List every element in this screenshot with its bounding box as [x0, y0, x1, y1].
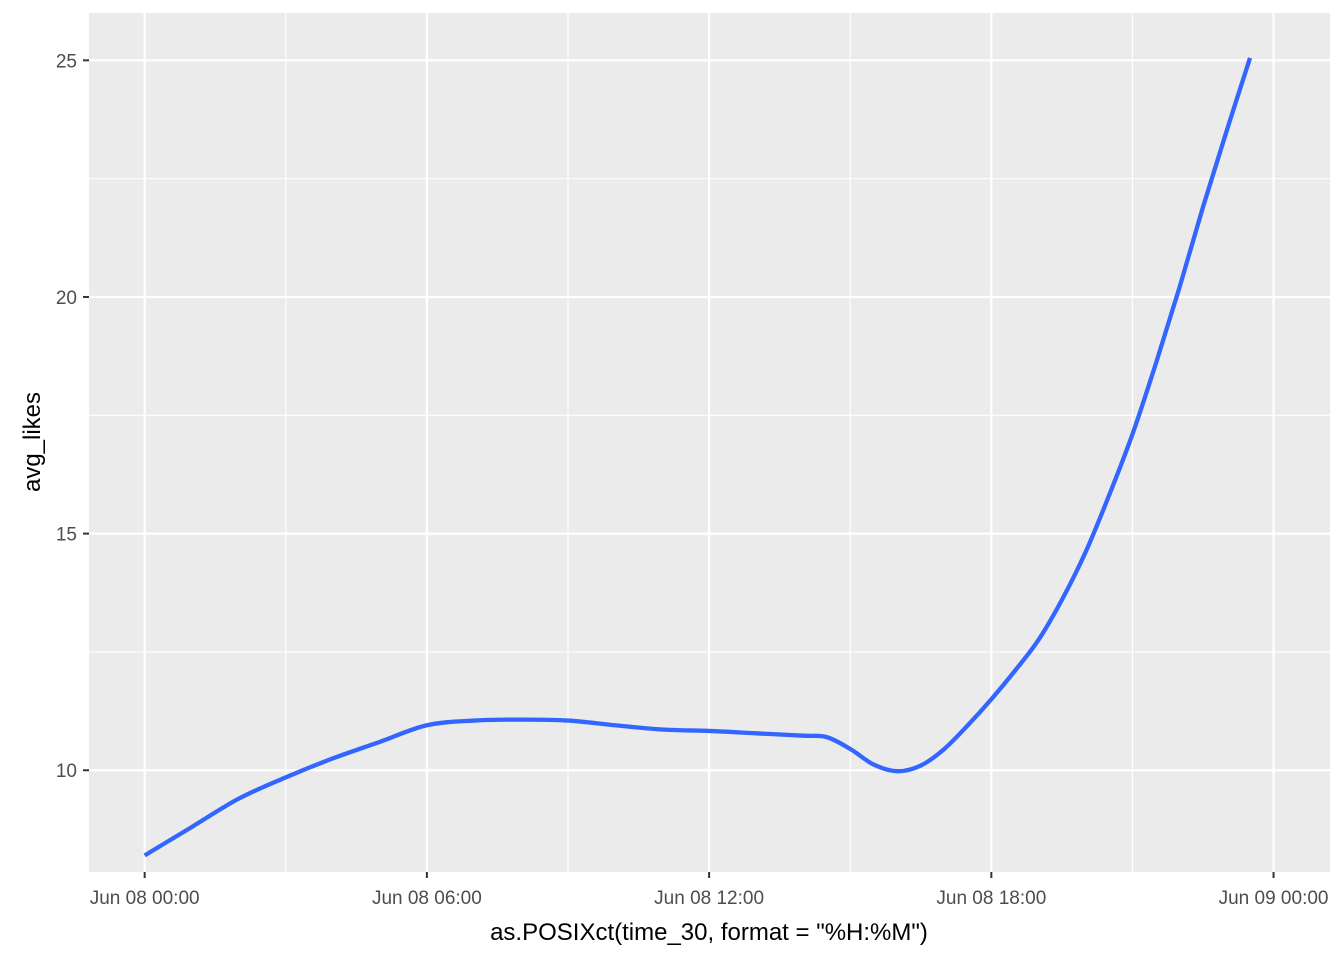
x-tick-label: Jun 08 18:00 — [936, 888, 1046, 909]
x-tick-label: Jun 08 06:00 — [372, 888, 482, 909]
x-tick-label: Jun 09 00:00 — [1219, 888, 1329, 909]
x-axis: Jun 08 00:00 Jun 08 06:00 Jun 08 12:00 Jun … — [90, 872, 1329, 909]
y-tick-label: 25 — [56, 51, 77, 72]
y-axis-title: avg_likes — [19, 392, 46, 492]
y-tick-label: 10 — [56, 761, 77, 782]
x-axis-title: as.POSIXct(time_30, format = "%H:%M") — [490, 919, 928, 946]
series-layer — [143, 57, 1253, 858]
x-tick-label: Jun 08 00:00 — [90, 888, 200, 909]
y-tick-label: 15 — [56, 525, 77, 546]
series-line — [143, 57, 1253, 858]
x-tick-label: Jun 08 12:00 — [654, 888, 764, 909]
y-axis: 10 15 20 25 — [56, 51, 89, 782]
y-tick-label: 20 — [56, 288, 77, 309]
